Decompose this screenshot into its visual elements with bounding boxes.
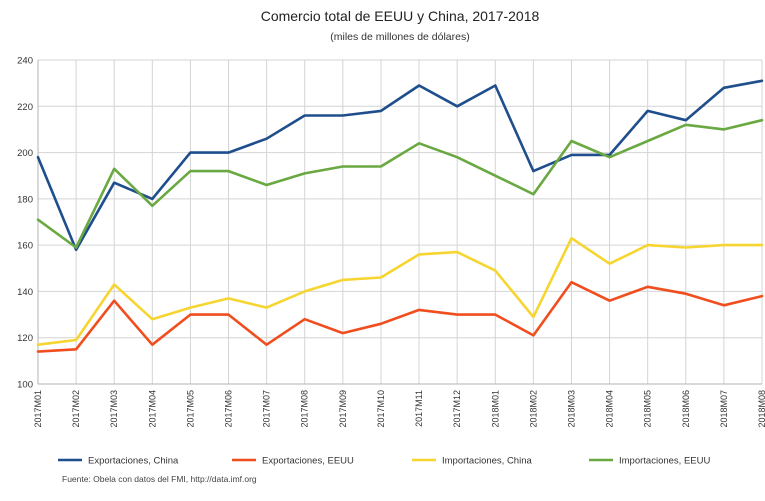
- legend-label: Importaciones, China: [442, 456, 532, 467]
- y-tick-label: 140: [17, 287, 33, 298]
- series-line-1: [36, 79, 764, 252]
- y-tick-label: 160: [17, 241, 33, 252]
- series-line-4: [36, 118, 764, 249]
- series-line-3: [36, 236, 764, 347]
- x-tick-label: 2017M10: [376, 390, 386, 428]
- x-tick-label: 2017M12: [452, 390, 462, 428]
- x-tick-label: 2018M06: [681, 390, 691, 428]
- y-tick-label: 120: [17, 333, 33, 344]
- x-tick-label: 2018M07: [719, 390, 729, 428]
- x-tick-label: 2018M05: [643, 390, 653, 428]
- x-tick-label: 2017M02: [71, 390, 81, 428]
- x-tick-label: 2017M04: [147, 390, 157, 428]
- legend: Exportaciones, China Exportaciones, EEUU I…: [58, 456, 710, 467]
- y-tick-label: 100: [17, 380, 33, 391]
- grid: [37, 59, 763, 385]
- x-tick-label: 2017M09: [338, 390, 348, 428]
- x-tick-label: 2017M05: [185, 390, 195, 428]
- source-note: Fuente: Obela con datos del FMI, http://…: [62, 474, 257, 484]
- series-lines: [36, 79, 764, 353]
- legend-label: Exportaciones, China: [88, 456, 179, 467]
- y-tick-label: 240: [17, 56, 33, 67]
- y-axis-ticks: 100 120 140 160 180 200 220 240: [17, 56, 33, 391]
- x-tick-label: 2017M01: [33, 390, 43, 428]
- x-tick-label: 2017M06: [224, 390, 234, 428]
- chart-subtitle: (miles de millones de dólares): [330, 31, 469, 43]
- x-tick-label: 2017M08: [300, 390, 310, 428]
- y-tick-label: 200: [17, 148, 33, 159]
- x-tick-label: 2018M01: [490, 390, 500, 428]
- x-axis-ticks: 2017M01 2017M02 2017M03 2017M04 2017M05 2017M…: [33, 390, 765, 428]
- x-tick-label: 2017M11: [414, 390, 424, 427]
- legend-label: Importaciones, EEUU: [619, 456, 710, 467]
- series-line-2: [36, 280, 764, 353]
- x-tick-label: 2018M08: [757, 390, 765, 428]
- y-tick-label: 180: [17, 194, 33, 205]
- chart-title: Comercio total de EEUU y China, 2017-201…: [261, 8, 540, 24]
- x-tick-label: 2017M03: [109, 390, 119, 428]
- legend-label: Exportaciones, EEUU: [262, 456, 354, 467]
- x-tick-label: 2018M03: [566, 390, 576, 428]
- y-tick-label: 220: [17, 102, 33, 113]
- x-tick-label: 2018M04: [605, 390, 615, 428]
- x-tick-label: 2017M07: [262, 390, 272, 428]
- x-tick-label: 2018M02: [528, 390, 538, 428]
